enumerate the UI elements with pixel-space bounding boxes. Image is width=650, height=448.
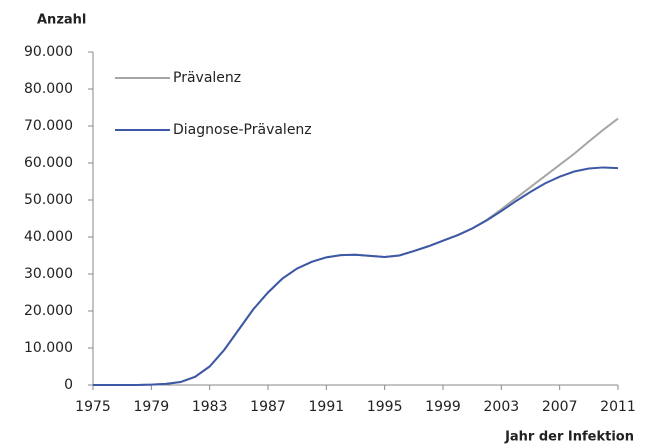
- y-axis-label: Anzahl: [37, 13, 86, 28]
- y-tick-label: 90.000: [24, 44, 73, 60]
- x-tick-label: 2003: [484, 399, 520, 415]
- x-tick-label: 1991: [309, 399, 345, 415]
- y-tick-label: 40.000: [24, 229, 73, 245]
- y-tick-label: 30.000: [24, 266, 73, 282]
- y-tick-label: 70.000: [24, 118, 73, 134]
- x-axis-label: Jahr der Infektion: [504, 430, 634, 445]
- legend-label: Prävalenz: [173, 70, 241, 86]
- x-tick-label: 2007: [542, 399, 578, 415]
- x-tick-label: 1983: [192, 399, 228, 415]
- y-tick-label: 20.000: [24, 303, 73, 319]
- y-tick-label: 80.000: [24, 81, 73, 97]
- x-tick-label: 1975: [75, 399, 111, 415]
- y-tick-label: 60.000: [24, 155, 73, 171]
- y-tick-label: 10.000: [24, 340, 73, 356]
- series-line: [93, 117, 619, 386]
- x-tick-label: 1979: [134, 399, 170, 415]
- legend-label: Diagnose-Prävalenz: [173, 122, 312, 138]
- x-tick-label: 2011: [600, 399, 636, 415]
- series-line: [93, 166, 619, 386]
- y-tick-label: 50.000: [24, 192, 73, 208]
- y-tick-label: 0: [64, 377, 73, 393]
- x-tick-label: 1995: [367, 399, 403, 415]
- x-tick-label: 1999: [425, 399, 461, 415]
- x-tick-label: 1987: [250, 399, 286, 415]
